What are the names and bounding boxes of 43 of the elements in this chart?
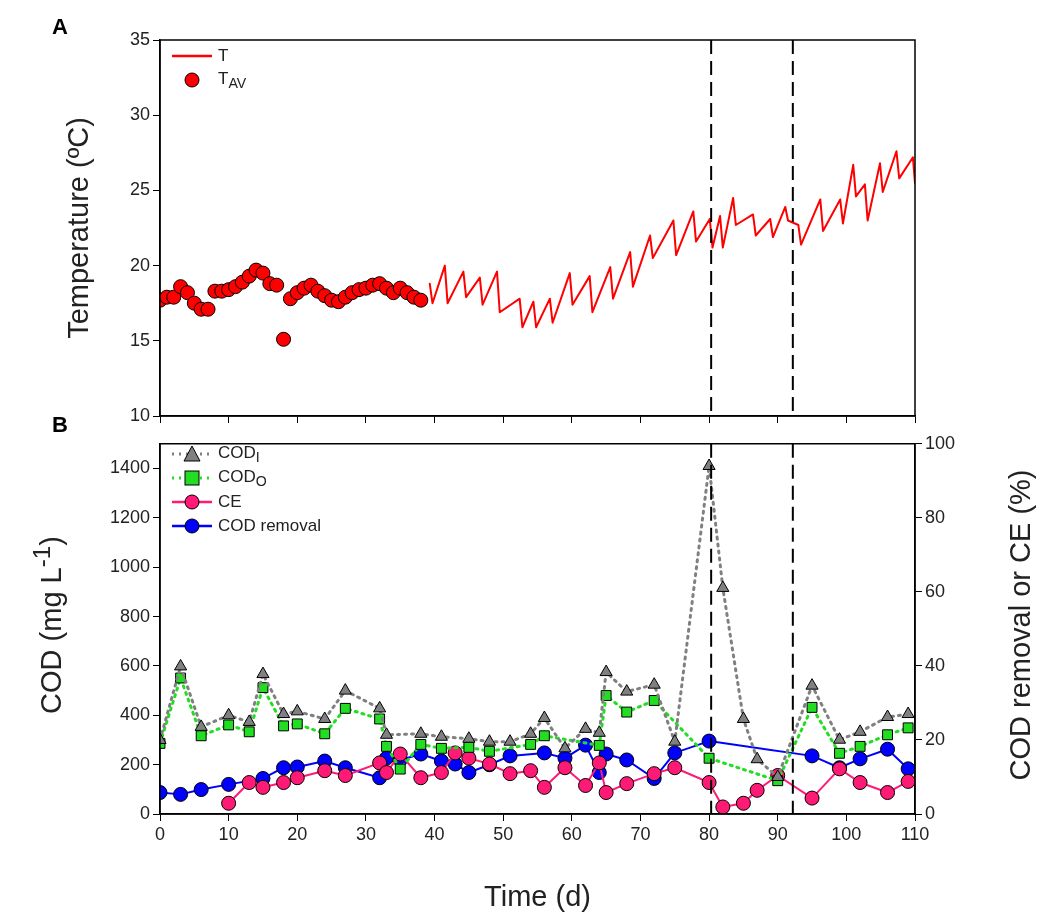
- y-tick-label: 1000: [109, 556, 150, 577]
- y-tick-label: 200: [119, 753, 150, 774]
- legend-label: COD$_{O}$: [218, 466, 267, 490]
- y-tick-label: 600: [119, 654, 150, 675]
- y-tick-label: 800: [119, 605, 150, 626]
- y-axis-title: Temperature (ºC): [61, 117, 95, 339]
- x-tick-label: 40: [424, 823, 445, 844]
- y2-tick-label: 100: [925, 432, 956, 453]
- x-tick-label: 10: [218, 823, 239, 844]
- x-tick-label: 70: [630, 823, 651, 844]
- y-tick-label: 400: [119, 704, 150, 725]
- y2-tick-label: 80: [925, 506, 946, 527]
- y2-tick-label: 40: [925, 654, 946, 675]
- y-tick-label: 30: [129, 104, 150, 125]
- y-tick-label: 20: [129, 254, 150, 275]
- x-tick-label: 20: [287, 823, 308, 844]
- x-tick-label: 60: [561, 823, 582, 844]
- x-tick-label: 30: [355, 823, 376, 844]
- x-tick-label: 110: [900, 823, 930, 844]
- legend-label: T: [218, 46, 229, 66]
- y-tick-label: 10: [129, 404, 150, 425]
- y-tick-label: 15: [129, 329, 150, 350]
- text: A: [52, 14, 68, 40]
- legend-label: COD$_{I}$: [218, 442, 260, 466]
- x-tick-label: 0: [154, 823, 166, 844]
- text: B: [52, 412, 68, 438]
- x-tick-label: 90: [767, 823, 788, 844]
- legend-label: COD removal: [218, 516, 321, 536]
- x-tick-label: 80: [699, 823, 720, 844]
- y-tick-label: 1200: [109, 506, 150, 527]
- y2-tick-label: 20: [925, 728, 946, 749]
- x-tick-label: 100: [831, 823, 862, 844]
- y-tick-label: 35: [129, 28, 150, 49]
- y-tick-label: 25: [129, 179, 150, 200]
- legend-label: T$_{AV}$: [218, 68, 247, 92]
- y2-tick-label: 0: [925, 802, 936, 823]
- y-tick-label: 0: [139, 802, 150, 823]
- y2-axis-title: COD removal or CE (%): [1003, 469, 1037, 781]
- legend-label: CE: [218, 492, 242, 512]
- y-tick-label: 1400: [109, 457, 150, 478]
- x-tick-label: 50: [493, 823, 514, 844]
- y2-tick-label: 60: [925, 580, 946, 601]
- x-axis-title: Time (d): [484, 880, 591, 913]
